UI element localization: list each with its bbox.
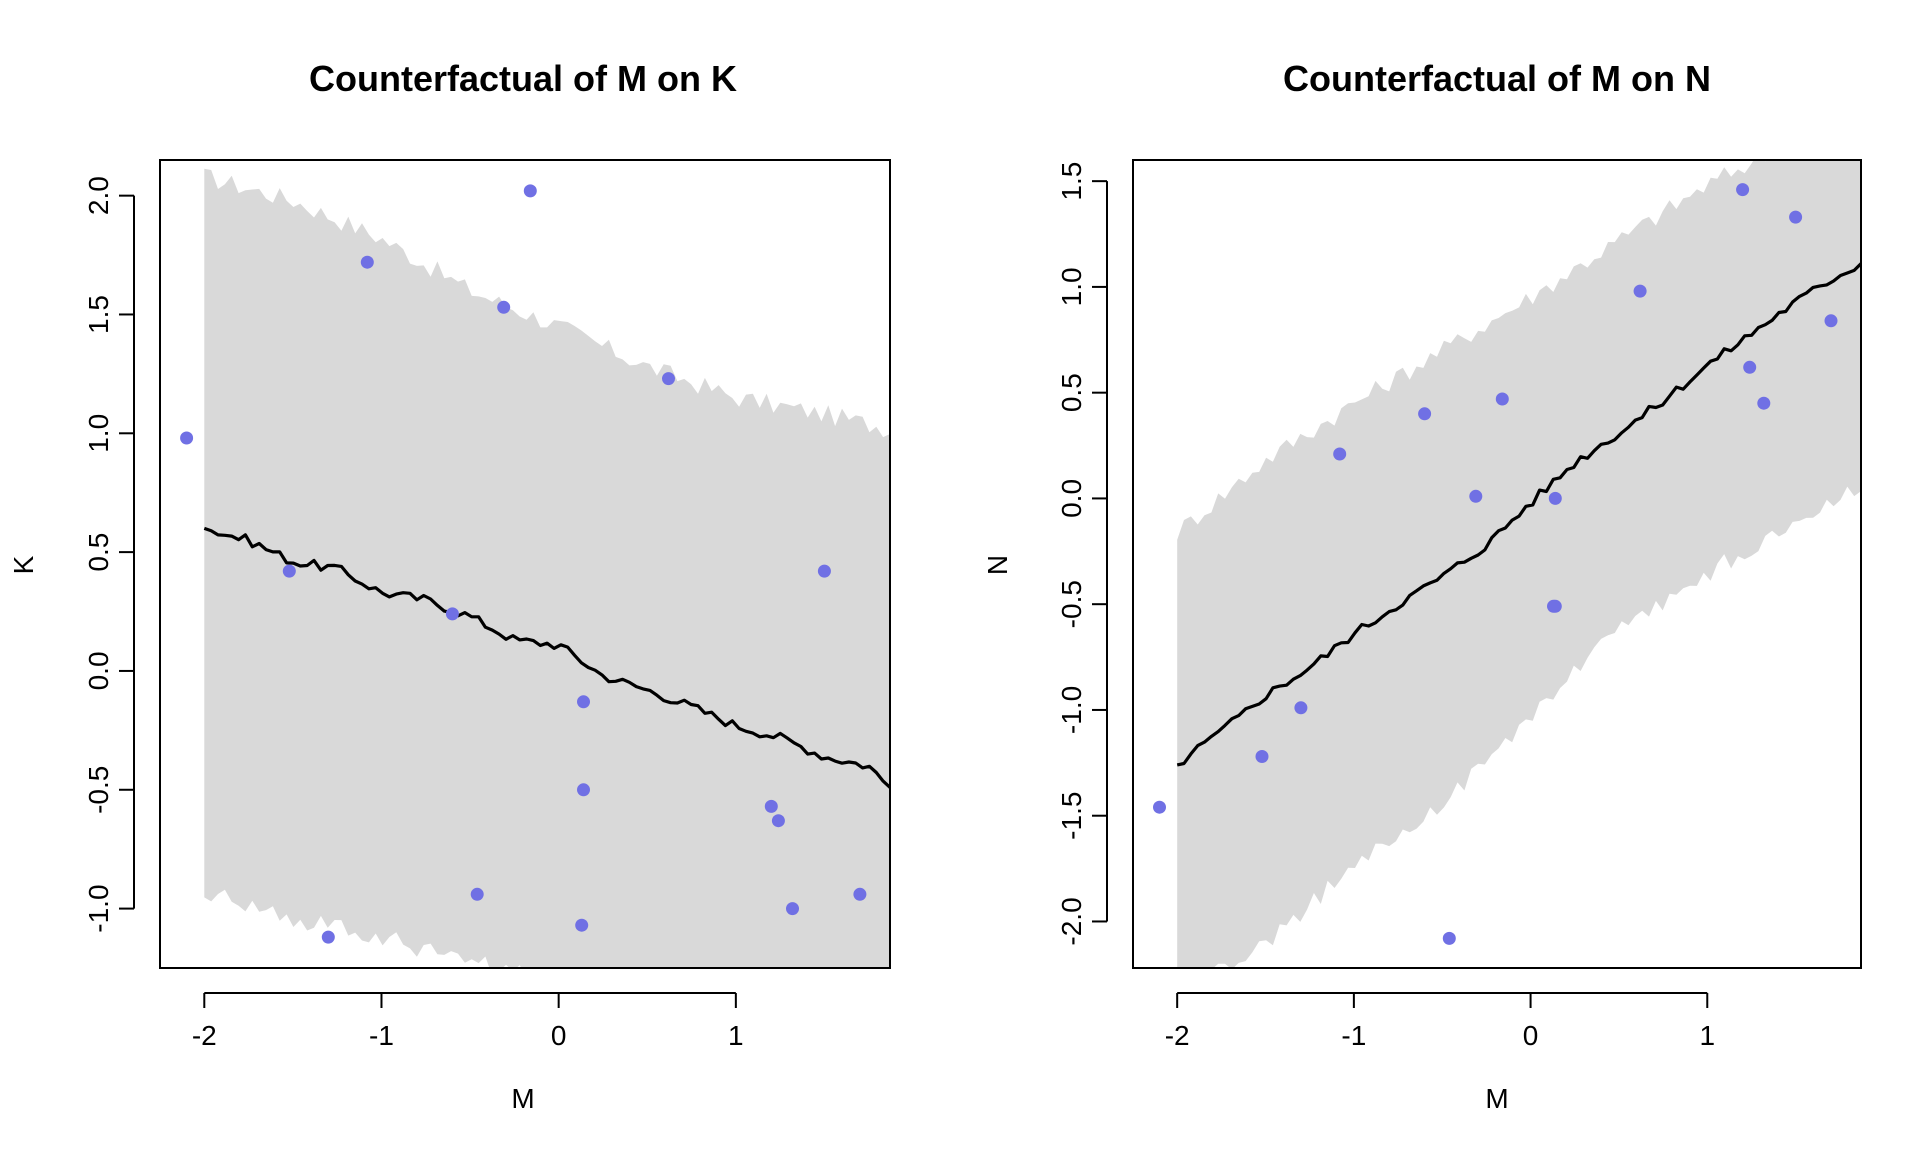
panel-n-interval-band bbox=[1177, 160, 1861, 968]
panel-n-y-tick-label: 1.5 bbox=[1056, 162, 1087, 201]
panel-k-data-point bbox=[817, 564, 831, 578]
panel-n-axes-layer: -2 -1 0 1 -2.0 -1.5 -1.0 -0.5 0.0 0.5 1.0 1.5 bbox=[1056, 159, 1862, 1051]
panel-n-data-point bbox=[1789, 210, 1803, 224]
panel-k-data-point bbox=[764, 799, 778, 813]
panel-k-data-point bbox=[445, 607, 459, 621]
panel-k: Counterfactual of M on K M K -2 -1 0 1-1.0-… bbox=[8, 58, 891, 1114]
panel-k-data-point bbox=[575, 918, 589, 932]
panel-n-x-tick-label: 1 bbox=[1699, 1020, 1715, 1051]
panel-n-data-point bbox=[1743, 360, 1757, 374]
panel-k-y-tick-label: 1.5 bbox=[83, 295, 114, 334]
panel-k-x-tick-label: 1 bbox=[728, 1020, 744, 1051]
panel-k-y-tick-label: 1.0 bbox=[83, 414, 114, 453]
panel-k-x-tick-label: -2 bbox=[192, 1020, 217, 1051]
panel-k-data-point bbox=[577, 783, 590, 797]
panel-k-data-point bbox=[360, 255, 374, 269]
panel-n-data-point bbox=[1824, 314, 1838, 328]
panel-n-x-tick-label: -1 bbox=[1341, 1020, 1366, 1051]
panel-n-y-tick-label: -2.0 bbox=[1056, 897, 1087, 945]
panel-k-x-tick-label: -1 bbox=[369, 1020, 394, 1051]
panel-k-y-tick-label: 2.0 bbox=[83, 176, 114, 215]
panel-n-y-tick-label: -1.5 bbox=[1056, 792, 1087, 840]
panel-n-data-point bbox=[1442, 931, 1456, 945]
panel-n-data-point bbox=[1736, 183, 1750, 197]
panel-k-data-point bbox=[786, 902, 799, 916]
panel-k-data-point bbox=[853, 887, 867, 901]
panel-n-points-layer bbox=[1153, 183, 1838, 945]
panel-n-ylabel: N bbox=[982, 555, 1013, 575]
panel-n: Counterfactual of M on N M N -2 -1 0 1-2.0-… bbox=[982, 58, 1862, 1114]
panel-n-data-point bbox=[1757, 396, 1771, 410]
panel-n-data-point bbox=[1548, 491, 1562, 505]
panel-n-mean-line bbox=[1176, 262, 1861, 767]
panel-n-data-point bbox=[1495, 392, 1509, 406]
panel-n-y-tick-label: -0.5 bbox=[1056, 580, 1087, 628]
panel-k-plot-frame bbox=[159, 159, 891, 969]
panel-n-x-tick-label: -2 bbox=[1165, 1020, 1190, 1051]
panel-n-title: Counterfactual of M on N bbox=[1283, 58, 1711, 99]
panel-k-y-tick-label: -0.5 bbox=[83, 766, 114, 814]
panel-k-title: Counterfactual of M on K bbox=[309, 58, 737, 99]
panel-n-y-tick-label: 0.5 bbox=[1056, 373, 1087, 412]
panel-k-xlabel: M bbox=[511, 1083, 534, 1114]
panel-n-xlabel: M bbox=[1485, 1083, 1508, 1114]
panel-k-ylabel: K bbox=[8, 555, 39, 574]
panel-k-x-tick-label: 0 bbox=[551, 1020, 567, 1051]
panel-n-data-point bbox=[1418, 407, 1432, 421]
panel-k-data-point bbox=[180, 431, 194, 445]
panel-k-points-layer bbox=[180, 184, 867, 944]
panel-k-y-tick-label: 0.5 bbox=[83, 533, 114, 572]
panel-k-y-tick-label: -1.0 bbox=[83, 884, 114, 932]
panel-n-interval-band-layer bbox=[1177, 160, 1861, 968]
panel-n-data-point bbox=[1633, 284, 1647, 298]
panel-k-mean-line-layer bbox=[203, 526, 890, 789]
panel-k-data-point bbox=[470, 887, 484, 901]
panel-n-y-tick-label: 0.0 bbox=[1056, 479, 1087, 518]
panel-n-y-tick-label: 1.0 bbox=[1056, 267, 1087, 306]
panel-n-plot-frame bbox=[1132, 159, 1862, 969]
panel-k-data-point bbox=[577, 695, 590, 709]
panel-k-axes-layer: -2 -1 0 1 -1.0 -0.5 0.0 0.5 1.0 1.5 2.0 bbox=[83, 159, 891, 1051]
panel-k-data-point bbox=[497, 300, 511, 314]
panel-n-x-tick-label: 0 bbox=[1523, 1020, 1539, 1051]
panel-k-data-point bbox=[662, 372, 675, 386]
panel-k-y-tick-label: 0.0 bbox=[83, 651, 114, 690]
panel-n-data-point bbox=[1333, 447, 1347, 461]
panel-k-data-point bbox=[282, 564, 296, 578]
panel-k-data-point bbox=[321, 930, 335, 944]
panel-k-data-point bbox=[523, 184, 537, 198]
panel-n-mean-line-layer bbox=[1176, 262, 1861, 767]
panel-n-data-point bbox=[1469, 489, 1483, 503]
panel-n-data-point bbox=[1294, 701, 1308, 715]
panel-k-data-point bbox=[771, 814, 785, 828]
panel-n-y-tick-label: -1.0 bbox=[1056, 686, 1087, 734]
panel-k-interval-band bbox=[204, 168, 890, 968]
panel-n-data-point bbox=[1548, 599, 1562, 613]
panel-n-data-point bbox=[1255, 750, 1269, 763]
panel-n-data-point bbox=[1153, 800, 1166, 814]
panel-k-mean-line bbox=[203, 526, 890, 789]
panel-k-interval-band-layer bbox=[204, 168, 890, 968]
